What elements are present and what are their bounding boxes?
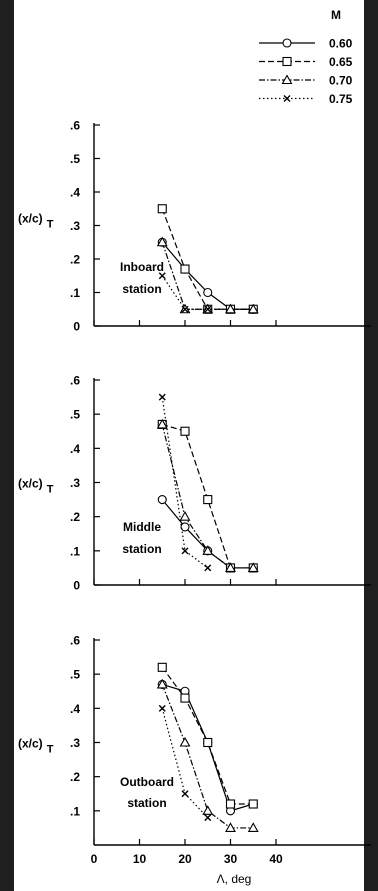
y-tick-label: .4: [70, 186, 80, 200]
data-point-x: [158, 272, 166, 280]
y-tick-label: .5: [70, 668, 80, 682]
data-point-triangle: [247, 562, 259, 572]
y-tick-label: .6: [70, 634, 80, 648]
data-point-square: [180, 426, 190, 436]
x-tick-label: 40: [269, 852, 283, 866]
data-point-triangle: [179, 511, 191, 521]
data-point-square: [225, 799, 236, 809]
y-tick-label: .5: [70, 152, 80, 166]
legend-label: 0.60: [329, 37, 353, 51]
y-tick-label: 0: [73, 579, 80, 593]
data-point-x: [204, 305, 212, 313]
legend-marker-triangle: [281, 74, 293, 85]
legend-marker-square: [282, 56, 292, 67]
station-annotation: Inboard: [120, 260, 164, 274]
data-point-square: [203, 495, 213, 505]
x-axis-label: Λ, deg: [217, 872, 252, 886]
y-tick-label: .4: [70, 442, 80, 456]
x-tick-label: 0: [91, 852, 98, 866]
y-tick-label: .2: [70, 253, 80, 267]
data-point-x: [204, 814, 212, 822]
data-point-x: [181, 547, 189, 555]
station-annotation: station: [122, 542, 161, 556]
data-point-triangle: [202, 545, 214, 555]
data-point-triangle: [225, 822, 236, 832]
data-point-triangle: [247, 822, 259, 832]
data-point-square: [180, 264, 190, 274]
data-point-square: [203, 737, 213, 748]
y-tick-label: .1: [70, 286, 80, 300]
data-point-circle: [203, 287, 213, 298]
data-point-triangle: [202, 805, 214, 815]
data-point-triangle: [179, 736, 191, 747]
y-tick-label: .3: [70, 219, 80, 233]
y-tick-label: .1: [70, 544, 80, 558]
series-line-0.70: [161, 424, 254, 569]
figure-background: [14, 0, 364, 891]
station-annotation: Middle: [123, 520, 161, 534]
y-tick-label: .4: [70, 702, 80, 716]
data-point-x: [204, 564, 212, 572]
station-annotation: station: [122, 282, 161, 296]
left-dark-margin: [0, 0, 14, 891]
right-dark-margin: [364, 0, 378, 891]
data-point-triangle: [156, 678, 168, 689]
x-tick-label: 20: [178, 852, 192, 866]
data-point-square: [180, 693, 190, 703]
legend-marker-x: [283, 95, 291, 102]
y-tick-label: .6: [70, 119, 80, 133]
x-tick-label: 30: [224, 852, 238, 866]
y-tick-label: 0: [73, 320, 80, 334]
y-tick-label: .1: [70, 804, 80, 818]
station-annotation: station: [127, 796, 166, 810]
y-tick-label: .2: [70, 770, 80, 784]
data-point-square: [157, 204, 167, 214]
y-tick-label: .3: [70, 476, 80, 490]
legend-label: 0.75: [329, 92, 353, 106]
y-tick-label: .5: [70, 408, 80, 422]
data-point-circle: [180, 522, 190, 532]
legend-marker-circle: [282, 38, 292, 48]
data-point-triangle: [225, 562, 236, 572]
y-tick-label: .2: [70, 510, 80, 524]
data-point-triangle: [156, 418, 168, 429]
y-tick-label: .3: [70, 736, 80, 750]
chart-panel: .1.2.3.4.5.60 10 20 30 40(x/c) TΛ, degOutboar…: [18, 634, 371, 886]
series-line-0.70: [161, 684, 254, 829]
chart-panels: 0.1.2.3.4.5.6(x/c) TInboardstation0.1.2.3…: [18, 119, 371, 886]
data-point-triangle: [247, 303, 259, 314]
data-point-triangle: [156, 236, 168, 247]
data-point-x: [181, 305, 189, 313]
legend-label: 0.65: [329, 55, 353, 69]
legend: M 0.60 0.65 0.70 0.75: [259, 8, 353, 106]
station-annotation: Outboard: [120, 775, 174, 789]
data-point-square: [157, 662, 167, 672]
data-point-x: [158, 704, 166, 712]
x-tick-label: 10: [133, 852, 147, 866]
data-point-square: [248, 799, 258, 809]
y-tick-label: .6: [70, 374, 80, 388]
legend-label: 0.70: [329, 74, 353, 88]
data-point-triangle: [225, 303, 236, 314]
data-point-circle: [157, 495, 167, 505]
data-point-x: [181, 790, 189, 798]
data-point-x: [158, 393, 166, 401]
legend-title: M: [331, 8, 341, 22]
